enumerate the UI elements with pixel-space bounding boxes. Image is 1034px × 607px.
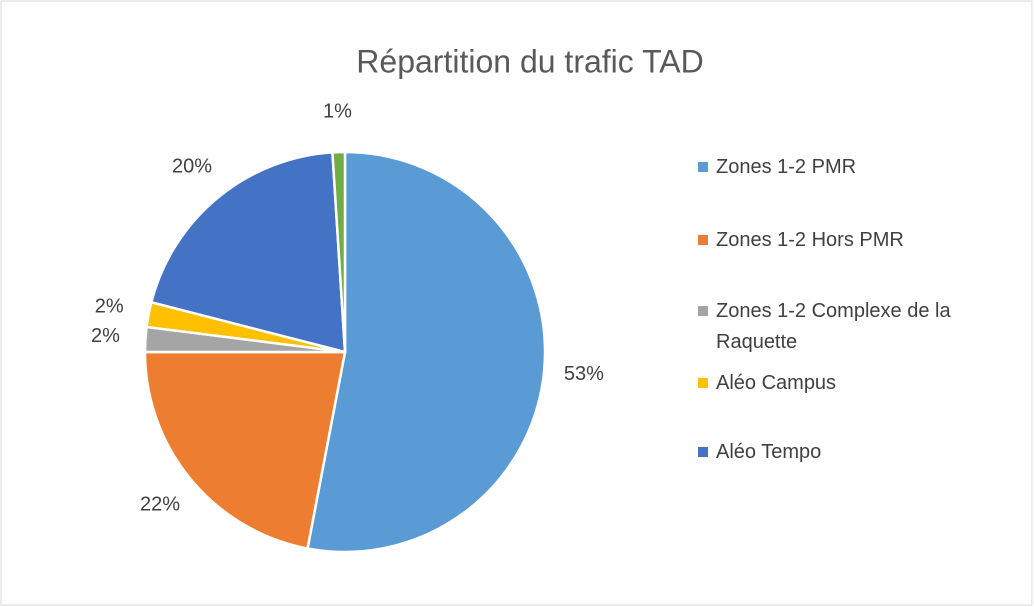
legend-swatch bbox=[698, 162, 708, 172]
data-label: 22% bbox=[140, 493, 180, 515]
legend-item: Aléo Tempo bbox=[698, 437, 1008, 468]
pie-slice bbox=[143, 350, 347, 550]
legend-item: Aléo Campus bbox=[698, 368, 1008, 399]
legend-item: Zones 1-2 Hors PMR bbox=[698, 225, 1008, 256]
legend-swatch bbox=[698, 235, 708, 245]
legend-swatch bbox=[698, 306, 708, 316]
legend-label: Aléo Tempo bbox=[716, 441, 822, 463]
data-label: 2% bbox=[91, 325, 120, 347]
pie-slice bbox=[306, 150, 547, 554]
legend-swatch bbox=[698, 447, 708, 457]
legend-item: Zones 1-2 PMR bbox=[698, 152, 1008, 183]
data-label: 20% bbox=[172, 155, 212, 177]
chart-title: Répartition du trafic TAD bbox=[356, 43, 703, 79]
data-label: 1% bbox=[323, 100, 352, 122]
legend-label: Aléo Campus bbox=[716, 372, 837, 394]
data-label: 2% bbox=[95, 295, 124, 317]
legend-label: Zones 1-2 Complexe de la Raquette bbox=[716, 300, 951, 353]
pie-slice bbox=[331, 150, 347, 353]
legend-swatch bbox=[698, 378, 708, 388]
legend-item: Zones 1-2 Complexe de la Raquette bbox=[698, 296, 1008, 358]
data-label: 53% bbox=[564, 363, 604, 385]
legend-label: Zones 1-2 PMR bbox=[716, 156, 857, 178]
legend-label: Zones 1-2 Hors PMR bbox=[716, 229, 904, 251]
pie-slice bbox=[149, 151, 347, 354]
